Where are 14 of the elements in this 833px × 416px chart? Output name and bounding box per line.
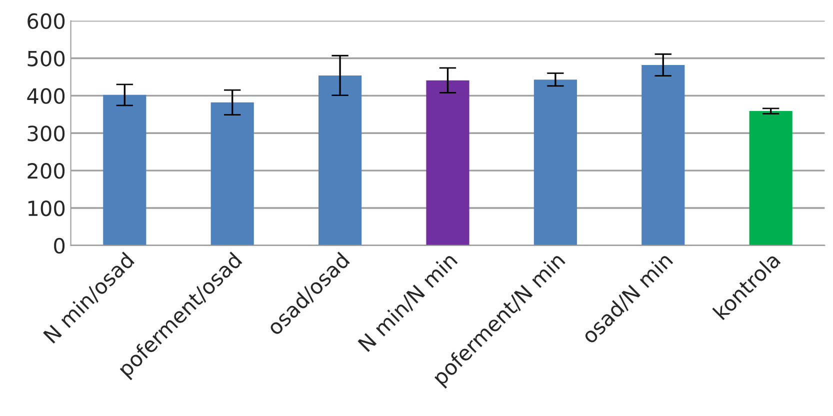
bar xyxy=(318,75,362,246)
y-tick-label: 0 xyxy=(54,238,65,254)
y-tick-label: 400 xyxy=(27,88,65,104)
bar xyxy=(210,102,254,246)
bar xyxy=(426,80,470,246)
y-tick-label: 200 xyxy=(28,163,65,179)
bar xyxy=(534,80,577,246)
bar xyxy=(642,64,685,246)
bar xyxy=(103,94,146,246)
y-tick-label: 300 xyxy=(28,126,65,142)
y-tick-label: 600 xyxy=(28,13,65,30)
y-tick-label: 500 xyxy=(28,50,65,66)
y-tick-label: 100 xyxy=(28,200,65,216)
bar xyxy=(749,111,792,246)
